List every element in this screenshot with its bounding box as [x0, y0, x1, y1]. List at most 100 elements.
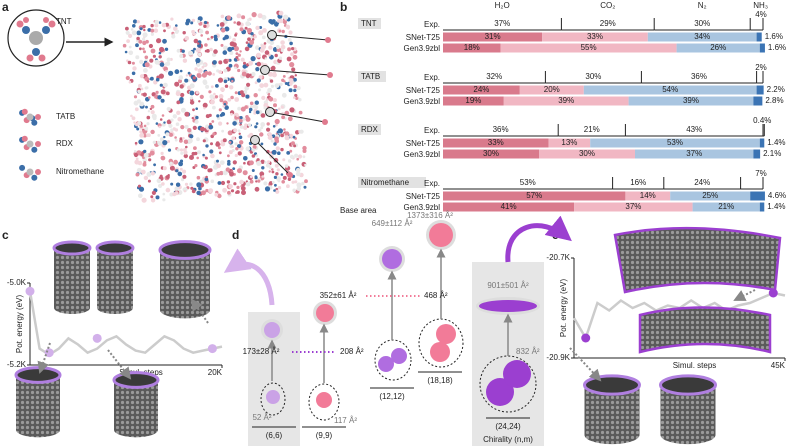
panel-label: a: [2, 0, 9, 14]
particle: [225, 167, 230, 172]
particle: [174, 191, 179, 196]
particle: [161, 23, 167, 28]
particle: [283, 80, 286, 83]
value-label: 13%: [561, 138, 577, 147]
particle: [139, 74, 145, 79]
particle: [201, 190, 207, 196]
particle: [210, 179, 215, 184]
particle: [178, 75, 184, 80]
particle: [180, 92, 185, 98]
particle: [230, 189, 235, 193]
value-label: 33%: [488, 138, 504, 147]
particle: [168, 70, 174, 76]
fragment: [287, 172, 293, 178]
particle: [290, 52, 294, 56]
cross-section: [418, 318, 464, 368]
particle: [228, 150, 233, 155]
particle: [214, 95, 219, 99]
particle: [241, 15, 246, 20]
base-disk: [479, 300, 537, 312]
particle: [286, 184, 290, 189]
particle: [203, 63, 206, 67]
particle: [168, 123, 173, 128]
particle: [258, 30, 264, 36]
particle: [298, 98, 302, 102]
bar-segment: [753, 96, 763, 106]
particle: [136, 30, 142, 36]
value-label: 21%: [584, 125, 600, 134]
particle: [138, 83, 142, 88]
particle: [210, 99, 215, 105]
base-disk: [382, 249, 402, 269]
y-tick-label: -20.9K: [546, 353, 570, 362]
particle: [176, 148, 180, 152]
value-label: 37%: [625, 202, 641, 211]
particle: [142, 24, 146, 29]
particle: [282, 175, 287, 180]
particle: [262, 28, 267, 33]
particle: [189, 155, 194, 160]
bar-segment: [590, 138, 760, 148]
particle: [210, 35, 214, 39]
particle: [267, 71, 274, 77]
particle: [184, 124, 189, 129]
particle: [275, 45, 280, 49]
row-label: SNet-T25: [406, 86, 441, 95]
bar-segment: [539, 149, 635, 159]
particle: [260, 44, 264, 48]
particle: [260, 142, 264, 146]
value-label: 30%: [483, 149, 499, 158]
area-label: 208 Å²: [340, 347, 364, 356]
area-label: 117 Å²: [334, 416, 357, 425]
particle: [147, 28, 152, 32]
particle: [232, 38, 237, 42]
particle: [125, 75, 130, 81]
particle: [259, 171, 265, 177]
particle: [220, 180, 226, 186]
bar-segment: [519, 85, 584, 95]
particle: [215, 84, 219, 88]
particle: [304, 179, 308, 184]
particle: [197, 42, 200, 45]
particle: [229, 51, 234, 55]
particle: [227, 190, 231, 195]
particle: [266, 122, 270, 126]
particle: [257, 179, 261, 183]
particle: [195, 57, 201, 64]
chirality: (18,18): [427, 376, 453, 385]
particle: [289, 154, 295, 159]
particle: [155, 195, 160, 200]
nanotube: [638, 306, 772, 354]
particle: [176, 29, 180, 33]
particle: [245, 146, 251, 151]
particle: [234, 33, 238, 37]
line: [28, 290, 223, 357]
particle: [295, 97, 299, 100]
particle: [189, 96, 193, 100]
particle: [217, 146, 221, 150]
particle: [257, 13, 263, 19]
particle: [181, 178, 185, 182]
particle: [248, 107, 253, 112]
particle: [271, 181, 275, 184]
particle: [146, 80, 150, 83]
row-label: SNet-T25: [406, 139, 441, 148]
y-axis-label: Pot. energy (eV): [559, 279, 568, 338]
particle: [288, 30, 293, 35]
particle: [197, 68, 203, 74]
particle: [244, 123, 248, 127]
particle: [243, 161, 246, 165]
particle: [226, 15, 231, 20]
particle: [167, 140, 170, 143]
group-label: Nitromethane: [361, 178, 410, 187]
particle: [244, 26, 248, 30]
fragment: [327, 72, 333, 78]
particle: [143, 149, 147, 154]
particle: [282, 19, 287, 24]
particle: [138, 193, 143, 199]
particle: [220, 27, 226, 33]
x-axis-label: Simul. steps: [673, 361, 717, 370]
particle: [260, 113, 266, 118]
particle: [163, 66, 169, 72]
particle: [291, 47, 295, 51]
